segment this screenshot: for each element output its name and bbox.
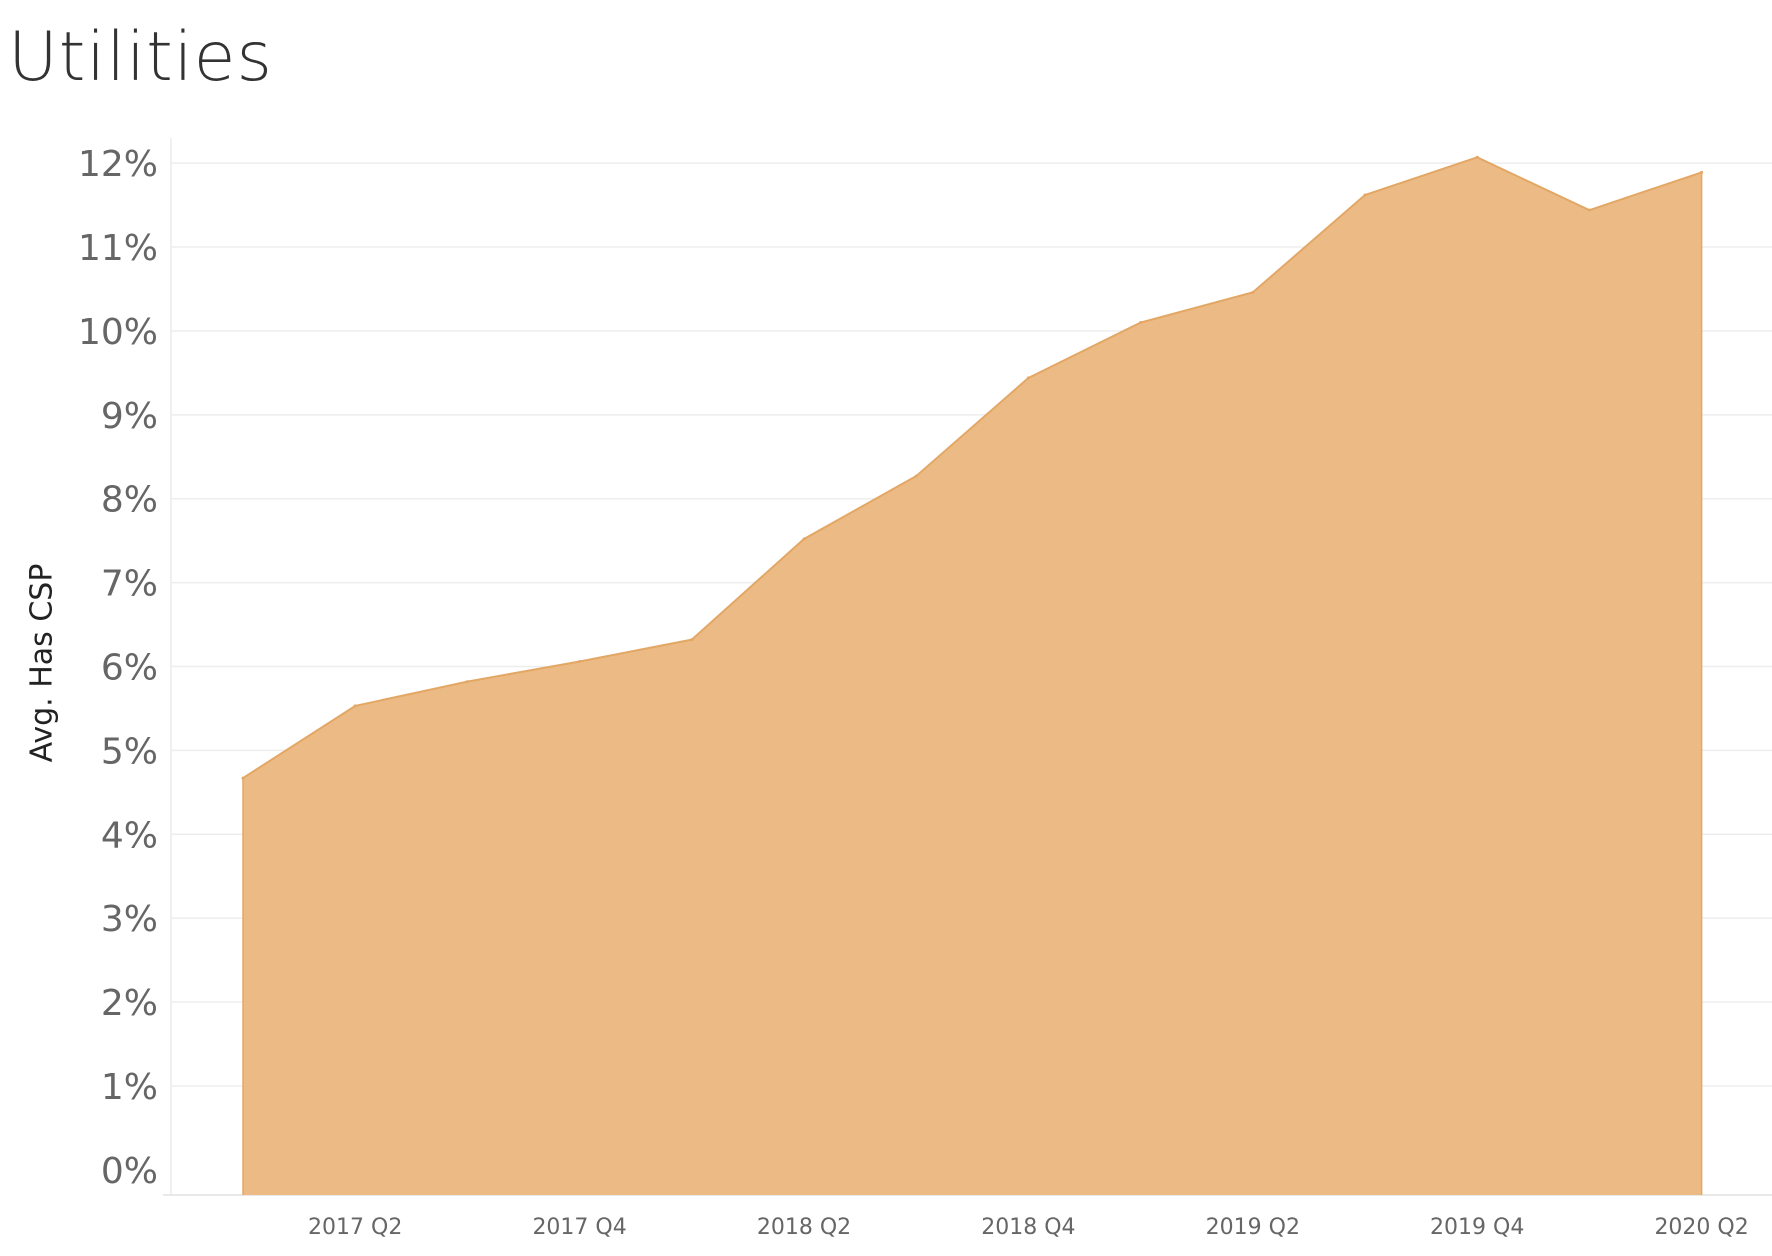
data-point: [1026, 376, 1030, 380]
y-tick-label: 1%: [101, 1067, 158, 1108]
chart-title: Utilities: [8, 18, 273, 97]
x-tick-label: 2019 Q2: [1206, 1215, 1300, 1240]
x-tick-label: 2017 Q4: [532, 1215, 626, 1240]
y-tick-label: 8%: [101, 480, 158, 521]
data-point: [1587, 208, 1591, 212]
x-tick-label: 2019 Q4: [1430, 1215, 1524, 1240]
x-tick-labels: 2017 Q2 2017 Q4 2018 Q2 2018 Q4 2019 Q2 2019 …: [308, 1215, 1749, 1240]
data-point: [1363, 193, 1367, 197]
y-tick-label: 12%: [78, 144, 158, 185]
data-point: [353, 704, 357, 708]
data-point: [1139, 321, 1143, 325]
y-tick-label: 4%: [101, 815, 158, 856]
y-tick-label: 0%: [101, 1151, 158, 1192]
y-tick-label: 11%: [78, 228, 158, 269]
data-point: [465, 680, 469, 684]
data-point: [578, 659, 582, 663]
x-tick-label: 2017 Q2: [308, 1215, 402, 1240]
y-tick-label: 5%: [101, 731, 158, 772]
y-tick-label: 6%: [101, 648, 158, 689]
x-tick-label: 2020 Q2: [1654, 1215, 1748, 1240]
area-layer: [242, 156, 1703, 1196]
y-tick-labels: 0% 1% 2% 3% 4% 5% 6% 7% 8% 9% 10% 11% 12%: [78, 144, 158, 1192]
data-point: [1700, 170, 1704, 174]
y-tick-label: 3%: [101, 899, 158, 940]
data-point: [1475, 155, 1479, 159]
y-tick-label: 9%: [101, 396, 158, 437]
data-point: [802, 537, 806, 541]
y-tick-label: 2%: [101, 983, 158, 1024]
x-tick-label: 2018 Q4: [981, 1215, 1075, 1240]
data-point: [914, 474, 918, 478]
series-line: [242, 156, 1702, 779]
data-point: [241, 776, 245, 780]
x-tick-label: 2018 Q2: [757, 1215, 851, 1240]
y-tick-label: 10%: [78, 312, 158, 353]
y-tick-label: 7%: [101, 564, 158, 605]
data-point: [1251, 290, 1255, 294]
data-points: [241, 155, 1704, 780]
data-point: [690, 638, 694, 642]
series-area: [243, 157, 1702, 1196]
